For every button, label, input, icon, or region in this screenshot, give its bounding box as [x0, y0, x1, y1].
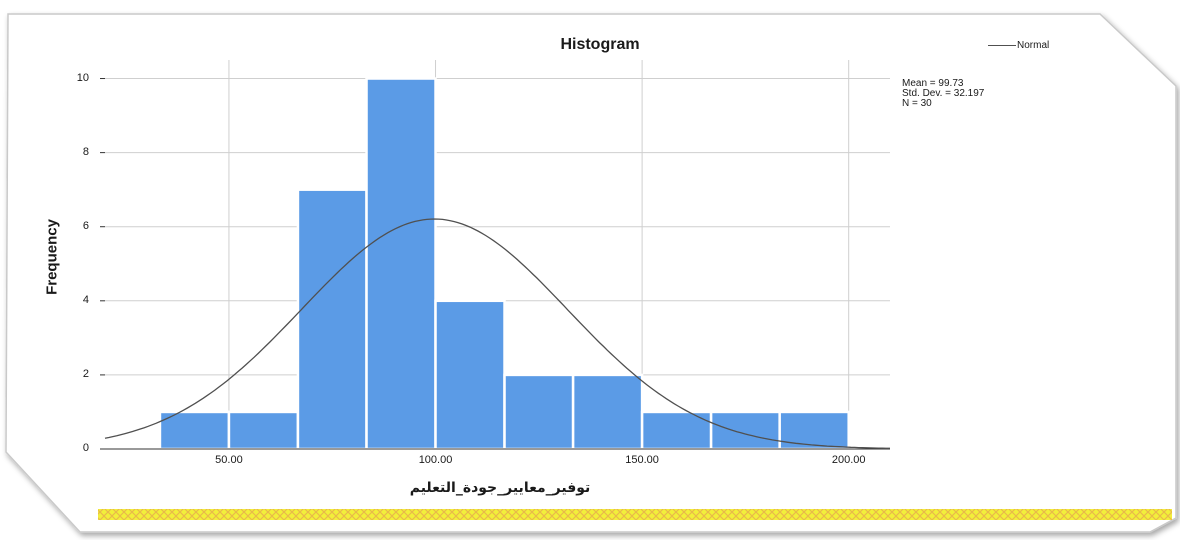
- y-tick-label: 10: [76, 71, 89, 84]
- histogram-bar: [503, 373, 575, 451]
- histogram-bar: [158, 410, 231, 451]
- histogram-bar: [778, 410, 850, 451]
- x-axis-label: توفير_معايير_جودة_التعليم: [409, 480, 591, 496]
- y-tick-label: 8: [82, 145, 89, 158]
- y-axis-label: Frequency: [43, 219, 61, 295]
- histogram-bar: [227, 410, 300, 451]
- stat-mean: Mean = 99.73: [902, 78, 964, 89]
- x-tick-label: 150.00: [625, 454, 659, 466]
- y-tick-label: 2: [82, 367, 89, 380]
- x-tick-label: 100.00: [418, 454, 453, 466]
- histogram-bar: [709, 410, 781, 451]
- y-tick-label: 4: [82, 293, 89, 306]
- chart-title: Histogram: [560, 36, 640, 53]
- y-tick-label: 6: [82, 219, 89, 232]
- x-tick-label: 200.00: [831, 454, 866, 466]
- histogram-bar: [434, 299, 506, 451]
- decorative-ribbon: [98, 509, 1172, 520]
- x-tick-label: 50.00: [215, 454, 243, 466]
- histogram-bar: [571, 373, 644, 451]
- legend-label: Normal: [1017, 39, 1050, 51]
- y-tick-label: 0: [82, 442, 89, 454]
- histogram-bar: [365, 77, 437, 451]
- normal-curve: [104, 218, 890, 449]
- stat-n: N = 30: [902, 98, 932, 109]
- legend-line-swatch: [988, 44, 1016, 46]
- stats-box: Mean = 99.73 Std. Dev. = 32.197 N = 30: [902, 79, 984, 109]
- histogram-bar: [296, 188, 368, 451]
- stat-std-dev: Std. Dev. = 32.197: [902, 88, 985, 99]
- legend: Normal: [988, 38, 1049, 52]
